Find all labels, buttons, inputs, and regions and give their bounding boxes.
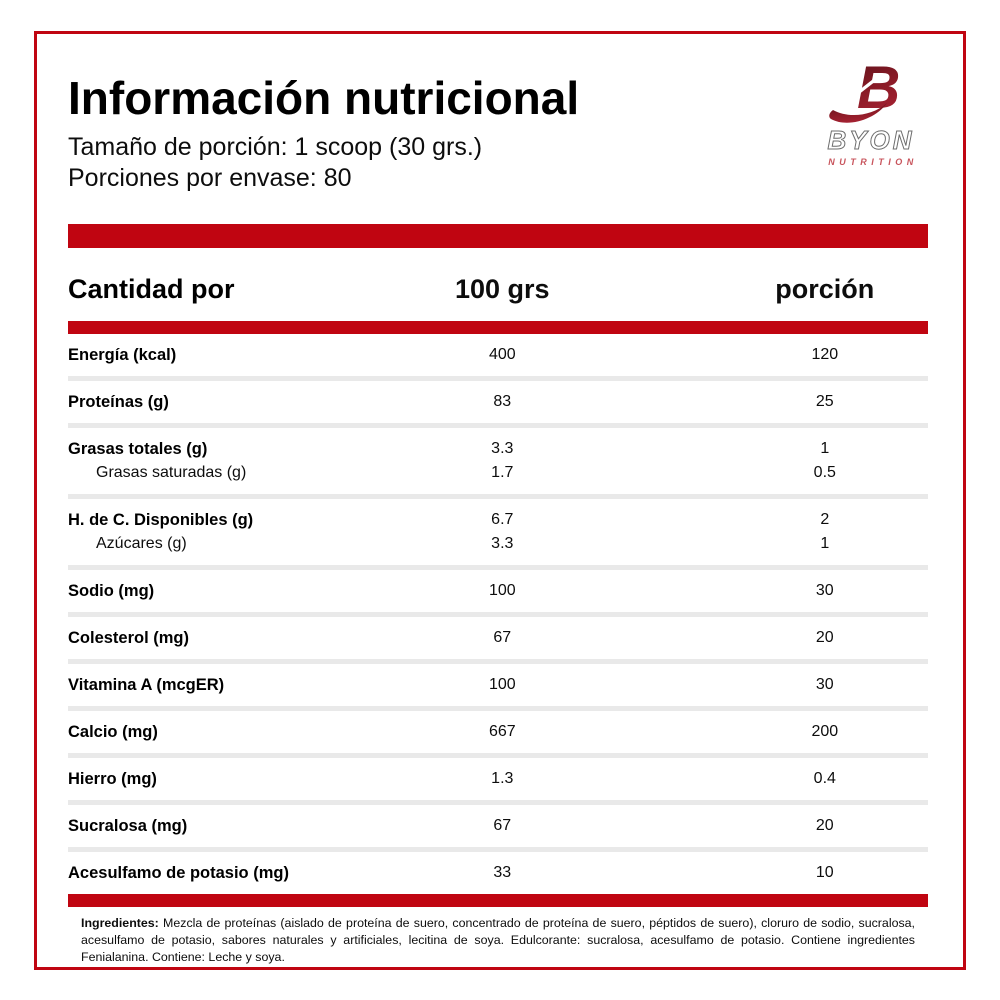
row-separator <box>68 612 928 617</box>
value-per-serving: 20 <box>815 817 834 834</box>
row-separator <box>68 423 928 428</box>
row-separator <box>68 376 928 381</box>
nutrient-label: Grasas totales (g) <box>68 440 208 458</box>
row-separator <box>68 565 928 570</box>
value-per-serving: 2 <box>820 511 830 528</box>
nutrient-label: Calcio (mg) <box>68 723 158 741</box>
table-row: Hierro (mg) 1.3 0.4 <box>68 758 928 800</box>
value-per-serving: 30 <box>815 676 834 693</box>
table-row: Proteínas (g) 83 25 <box>68 381 928 423</box>
nutrient-line: Vitamina A (mcgER) 100 30 <box>68 673 928 697</box>
nutrient-label: Sucralosa (mg) <box>68 817 188 835</box>
nutrient-label: Hierro (mg) <box>68 770 157 788</box>
column-header-serving: porción <box>775 274 875 304</box>
svg-text:BYON: BYON <box>827 126 914 155</box>
table-row: Sucralosa (mg) 67 20 <box>68 805 928 847</box>
divider-bar-bottom <box>68 894 928 907</box>
nutrient-label: Azúcares (g) <box>96 535 187 552</box>
value-per-100g: 83 <box>493 393 512 410</box>
table-row: Energía (kcal) 400 120 <box>68 334 928 376</box>
value-per-serving: 10 <box>815 864 834 881</box>
value-per-100g: 100 <box>488 582 516 599</box>
nutrient-line: Energía (kcal) 400 120 <box>68 343 928 367</box>
nutrition-label: Información nutricional Tamaño de porció… <box>34 31 966 970</box>
nutrient-line: Hierro (mg) 1.3 0.4 <box>68 767 928 791</box>
table-row: H. de C. Disponibles (g) 6.7 2 Azúcares (g)… <box>68 499 928 565</box>
row-separator <box>68 800 928 805</box>
serving-size-text: Tamaño de porción: 1 scoop (30 grs.) <box>68 133 483 161</box>
value-per-100g: 400 <box>488 346 516 363</box>
table-header-row: Cantidad por 100 grs porción <box>68 273 928 305</box>
column-header-100g: 100 grs <box>455 274 550 304</box>
nutrient-label: Vitamina A (mcgER) <box>68 676 225 694</box>
value-per-serving: 1 <box>820 535 830 552</box>
row-separator <box>68 494 928 499</box>
nutrient-line: Proteínas (g) 83 25 <box>68 390 928 414</box>
nutrient-subrow: Grasas saturadas (g) 1.7 0.5 <box>68 461 928 485</box>
value-per-serving: 200 <box>811 723 839 740</box>
divider-bar-header <box>68 321 928 334</box>
value-per-100g: 67 <box>493 817 512 834</box>
table-row: Sodio (mg) 100 30 <box>68 570 928 612</box>
value-per-100g: 667 <box>488 723 516 740</box>
table-row: Grasas totales (g) 3.3 1 Grasas saturadas (… <box>68 428 928 494</box>
nutrient-label: Energía (kcal) <box>68 346 177 364</box>
nutrient-line: Colesterol (mg) 67 20 <box>68 626 928 650</box>
table-row: Calcio (mg) 667 200 <box>68 711 928 753</box>
value-per-100g: 100 <box>488 676 516 693</box>
byon-wordmark: BYON <box>827 126 914 156</box>
value-per-serving: 1 <box>820 440 830 457</box>
value-per-serving: 120 <box>811 346 839 363</box>
servings-per-container-text: Porciones por envase: 80 <box>68 164 352 192</box>
nutrient-label: Acesulfamo de potasio (mg) <box>68 864 289 882</box>
nutrient-label: Sodio (mg) <box>68 582 155 600</box>
nutrient-label: Grasas saturadas (g) <box>96 464 247 481</box>
value-per-serving: 0.4 <box>813 770 836 787</box>
value-per-serving: 20 <box>815 629 834 646</box>
nutrient-label: Proteínas (g) <box>68 393 169 411</box>
value-per-serving: 0.5 <box>813 464 836 481</box>
ingredients-text: Mezcla de proteínas (aislado de proteína… <box>81 916 915 964</box>
nutrient-table: Energía (kcal) 400 120 Proteínas (g) 83 25 Gra… <box>68 334 928 894</box>
nutrient-line: Sucralosa (mg) 67 20 <box>68 814 928 838</box>
row-separator <box>68 706 928 711</box>
divider-bar-top <box>68 224 928 248</box>
brand-logo: B BYON NUTRITION <box>793 56 949 167</box>
nutrient-line: H. de C. Disponibles (g) 6.7 2 <box>68 508 928 532</box>
byon-b-logo-icon: B <box>829 56 900 123</box>
page-title: Información nutricional <box>68 72 580 124</box>
column-header-amount: Cantidad por <box>68 274 235 304</box>
value-per-100g: 67 <box>493 629 512 646</box>
label-header: Información nutricional Tamaño de porció… <box>68 74 928 194</box>
row-separator <box>68 847 928 852</box>
nutrient-line: Grasas totales (g) 3.3 1 <box>68 437 928 461</box>
value-per-serving: 30 <box>815 582 834 599</box>
nutrient-label: H. de C. Disponibles (g) <box>68 511 254 529</box>
value-per-100g: 1.3 <box>491 770 514 787</box>
nutrient-line: Acesulfamo de potasio (mg) 33 10 <box>68 861 928 885</box>
nutrient-subrow: Azúcares (g) 3.3 1 <box>68 532 928 556</box>
table-row: Acesulfamo de potasio (mg) 33 10 <box>68 852 928 894</box>
value-per-100g: 1.7 <box>491 464 514 481</box>
table-row: Colesterol (mg) 67 20 <box>68 617 928 659</box>
table-row: Vitamina A (mcgER) 100 30 <box>68 664 928 706</box>
nutrient-line: Calcio (mg) 667 200 <box>68 720 928 744</box>
value-per-100g: 33 <box>493 864 512 881</box>
value-per-100g: 3.3 <box>491 440 514 457</box>
ingredients-label: Ingredientes: <box>81 916 159 930</box>
value-per-100g: 3.3 <box>491 535 514 552</box>
value-per-serving: 25 <box>815 393 834 410</box>
row-separator <box>68 753 928 758</box>
nutrient-line: Sodio (mg) 100 30 <box>68 579 928 603</box>
logo-nutrition-text: NUTRITION <box>828 157 918 167</box>
nutrient-label: Colesterol (mg) <box>68 629 190 647</box>
ingredients-paragraph: Ingredientes: Mezcla de proteínas (aisla… <box>81 915 915 965</box>
row-separator <box>68 659 928 664</box>
value-per-100g: 6.7 <box>491 511 514 528</box>
